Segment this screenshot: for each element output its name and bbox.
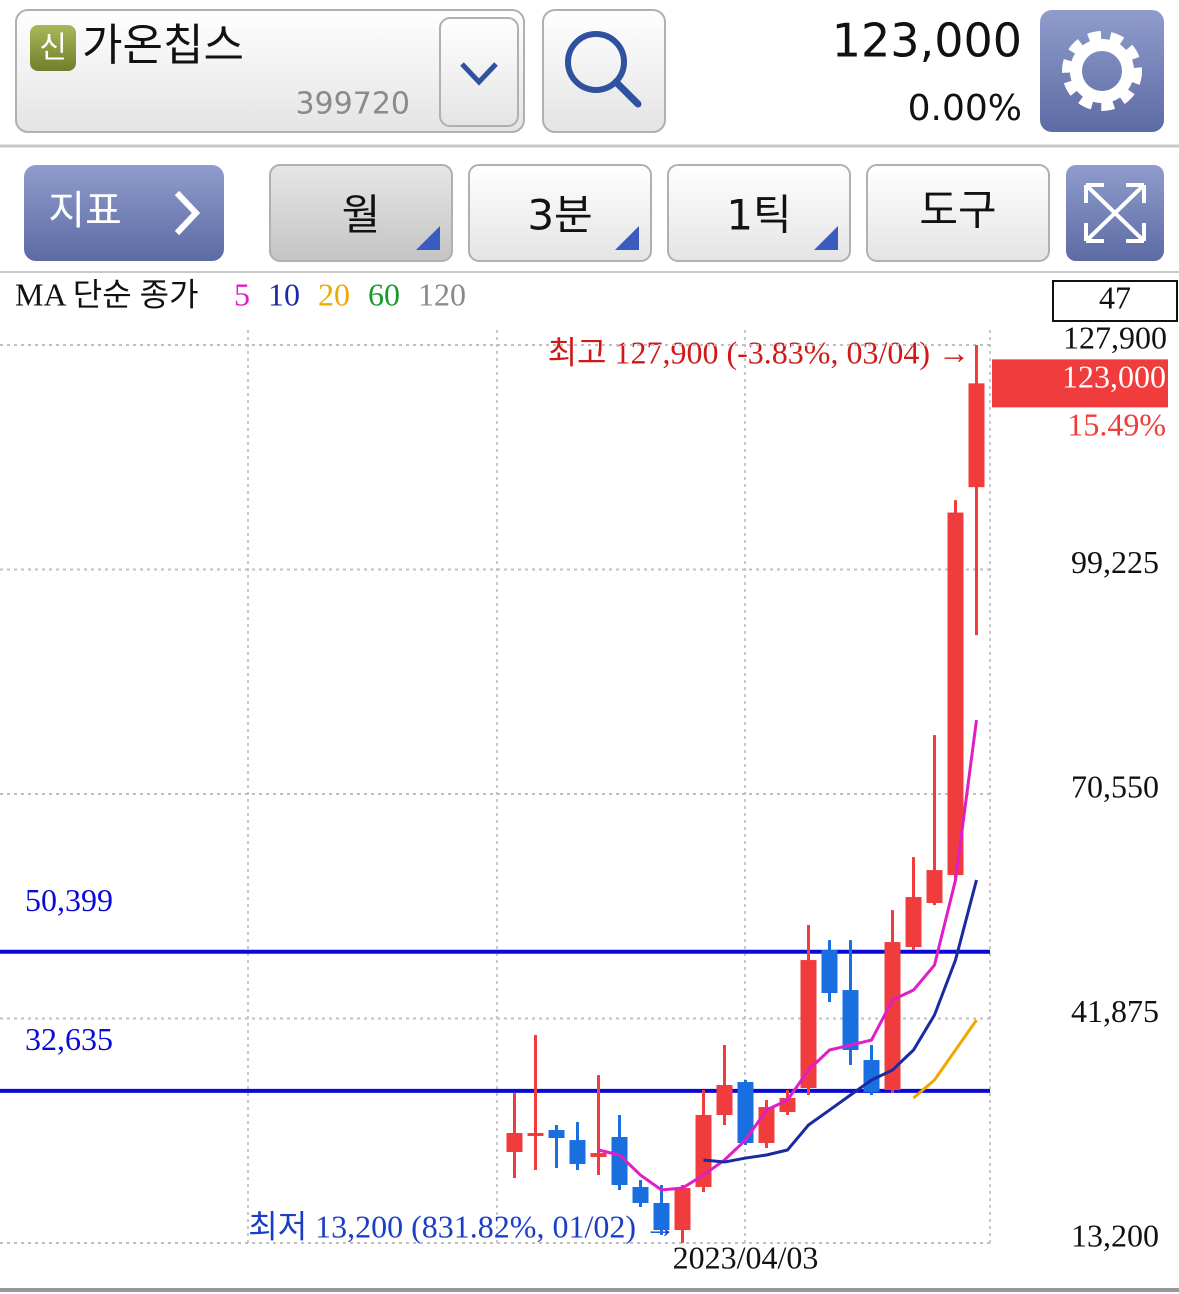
dropdown-corner <box>416 226 440 250</box>
candle-body <box>653 1202 670 1231</box>
change: 0.00% <box>908 88 1022 129</box>
legend-entry: 60 <box>368 276 400 312</box>
count-label: 47 <box>1099 279 1131 315</box>
candle-body <box>674 1188 691 1231</box>
dropdown-corner <box>615 226 639 250</box>
period-button[interactable] <box>269 164 453 262</box>
search-button[interactable] <box>542 9 666 133</box>
last-price-label: 123,000 <box>1062 359 1166 395</box>
y-tick-label: 13,200 <box>1071 1217 1159 1253</box>
candle-body <box>821 950 838 994</box>
legend-entry: 120 <box>418 276 466 312</box>
chevron-icon <box>174 190 201 236</box>
stock-box[interactable] <box>15 9 525 133</box>
badge-text: 신 <box>39 31 67 66</box>
chevron-icon <box>460 62 498 86</box>
ma-line <box>703 879 978 1164</box>
candle-body <box>569 1140 586 1165</box>
ma-line <box>912 1019 978 1100</box>
candle-body <box>716 1085 733 1115</box>
y-tick-label: 41,875 <box>1071 993 1159 1029</box>
search-icon-handle <box>612 78 642 108</box>
indicator-button[interactable] <box>24 165 224 261</box>
tick-label: 1틱 <box>726 191 791 240</box>
tools-button[interactable] <box>866 164 1050 262</box>
last-change-label: 15.49% <box>1067 407 1166 443</box>
dropdown-button[interactable] <box>439 17 519 127</box>
candle-body <box>527 1133 544 1137</box>
candle-body <box>800 960 817 1088</box>
ma-line <box>598 719 978 1192</box>
y-tick-label: 99,225 <box>1071 544 1159 580</box>
period-label: 월 <box>342 191 381 240</box>
candle-body <box>884 942 901 1091</box>
expand-icon <box>1084 183 1146 243</box>
candle-body <box>695 1114 712 1188</box>
minute-label: 3분 <box>527 191 592 240</box>
legend-entry: 5 <box>234 276 250 312</box>
y-tick-label: 127,900 <box>1063 319 1167 355</box>
y-tick-label: 70,550 <box>1071 768 1159 804</box>
candle-body <box>590 1153 607 1158</box>
stock-name: 가온칩스 <box>82 20 244 71</box>
candle-body <box>947 512 964 876</box>
candle-body <box>737 1082 754 1144</box>
price: 123,000 <box>832 14 1022 68</box>
chart: MA 단순 종가 47 최고 127,900 (-3.83%, 03/04) →… <box>0 276 1179 1292</box>
candle-body <box>968 383 985 488</box>
candle-body <box>611 1136 628 1185</box>
reference-label: 32,635 <box>25 1021 113 1057</box>
gear-teeth <box>1062 31 1142 111</box>
search-icon <box>565 31 627 93</box>
tick-button[interactable] <box>667 164 851 262</box>
last-price-box <box>992 359 1168 408</box>
minute-button[interactable] <box>468 164 652 262</box>
indicator-label: 지표 <box>48 188 122 234</box>
candle-body <box>842 990 859 1051</box>
gear-icon <box>1070 39 1134 103</box>
count-box <box>1052 280 1178 322</box>
x-tick-label: 2023/04/03 <box>673 1239 819 1275</box>
badge <box>30 25 76 71</box>
legend-entry: 10 <box>268 276 300 312</box>
header: 신 가온칩스 399720 123,000 0.00% <box>0 9 1179 148</box>
candle-body <box>548 1130 565 1139</box>
low-annotation: 최저 13,200 (831.82%, 01/02) → <box>248 1208 676 1244</box>
high-annotation: 최고 127,900 (-3.83%, 03/04) → <box>548 334 970 370</box>
stock-code: 399720 <box>295 87 410 122</box>
tools-label: 도구 <box>919 186 996 235</box>
dropdown-corner <box>814 226 838 250</box>
candle-body <box>905 897 922 948</box>
candle-body <box>926 870 943 904</box>
settings-button[interactable] <box>1040 10 1164 132</box>
candle-body <box>632 1187 649 1203</box>
candle-body <box>506 1133 523 1153</box>
legend-entry: 20 <box>318 276 350 312</box>
toolbar: 지표 월 3분 1틱 도구 <box>0 164 1179 273</box>
ma-label: MA 단순 종가 <box>15 276 199 312</box>
reference-label: 50,399 <box>25 882 113 918</box>
